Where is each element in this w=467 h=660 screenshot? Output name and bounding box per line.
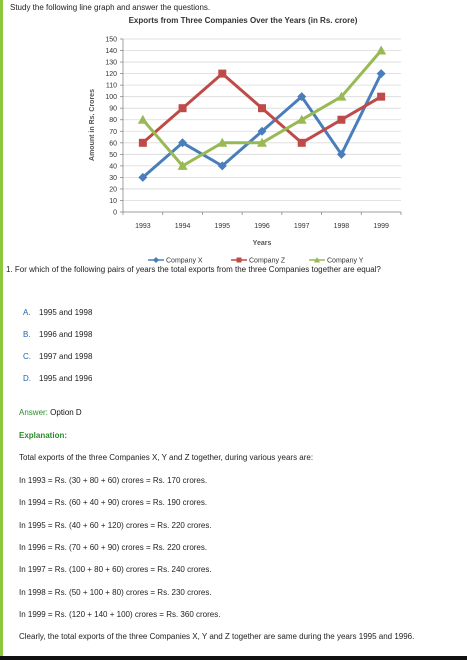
data-point-company-y [217,137,228,147]
explanation-conclusion: Clearly, the total exports of the three … [19,632,415,641]
y-tick-label: 130 [105,60,117,67]
data-point-company-z [178,104,187,113]
x-tick-label: 1999 [373,223,389,230]
legend-label-company-y: Company Y [327,258,364,265]
explanation-heading: Explanation: [19,431,68,440]
y-tick-label: 100 [105,94,117,101]
y-tick-label: 20 [109,186,117,193]
option-a[interactable]: A. 1995 and 1998 [23,308,92,317]
explanation-line: In 1995 = Rs. (40 + 60 + 120) crores = R… [19,521,212,530]
x-tick-label: 1994 [175,223,191,230]
explanation-line: In 1996 = Rs. (70 + 60 + 90) crores = Rs… [19,543,208,552]
y-tick-label: 70 [109,129,117,136]
data-point-company-z [138,138,147,147]
data-point-company-z [218,69,227,78]
y-tick-label: 90 [109,106,117,113]
data-point-company-y [296,114,307,124]
x-tick-label: 1998 [334,223,350,230]
option-text: 1997 and 1998 [39,352,93,361]
y-tick-label: 10 [109,198,117,205]
data-point-company-y [177,160,188,170]
legend-label-company-z: Company Z [249,258,286,265]
line-chart: Exports from Three Companies Over the Ye… [89,16,402,265]
data-point-company-x [217,161,227,171]
y-tick-label: 110 [106,83,117,90]
data-point-company-x [178,138,188,148]
question-text: For which of the following pairs of year… [14,265,381,274]
explanation-line: In 1999 = Rs. (120 + 140 + 100) crores =… [19,610,221,619]
data-point-company-z [297,138,306,147]
x-tick-label: 1995 [214,223,230,230]
y-tick-label: 60 [109,140,117,147]
explanation-intro: Total exports of the three Companies X, … [19,453,314,462]
explanation-line: In 1993 = Rs. (30 + 80 + 60) crores = Rs… [19,476,208,485]
option-text: 1996 and 1998 [39,330,93,339]
x-tick-label: 1997 [294,223,310,230]
option-letter: B. [23,330,31,339]
data-point-company-y [137,114,148,124]
y-tick-label: 0 [113,210,117,217]
option-text: 1995 and 1998 [39,308,93,317]
data-point-company-x [336,149,346,159]
option-text: 1995 and 1996 [39,374,93,383]
data-point-company-y [257,137,267,147]
data-point-company-z [258,104,266,113]
option-letter: C. [23,352,31,361]
data-point-company-x [257,126,267,136]
explanation-line: In 1997 = Rs. (100 + 80 + 60) crores = R… [19,565,212,574]
option-c[interactable]: C. 1997 and 1998 [23,352,92,361]
y-tick-label: 150 [105,37,117,44]
y-tick-label: 50 [109,152,117,159]
x-tick-label: 1996 [254,223,270,230]
answer: Answer: Option D [19,408,82,417]
answer-label: Answer: [19,408,48,417]
y-axis-label: Amount in Rs. Crores [89,89,96,161]
instruction-text: Study the following line graph and answe… [10,3,211,12]
data-point-company-y [336,91,347,101]
legend-marker-company-x [153,257,159,263]
explanation-line: In 1994 = Rs. (60 + 40 + 90) crores = Rs… [19,498,208,507]
y-tick-label: 140 [105,48,117,55]
option-letter: D. [23,374,31,383]
question: 1. For which of the following pairs of y… [6,265,381,274]
explanation-line: In 1998 = Rs. (50 + 100 + 80) crores = R… [19,588,212,597]
data-point-company-x [138,172,148,182]
y-tick-label: 30 [109,175,117,182]
answer-value: Option D [50,408,82,417]
data-point-company-y [376,45,387,55]
option-d[interactable]: D. 1995 and 1996 [23,374,92,383]
data-point-company-z [337,115,346,124]
y-tick-label: 120 [105,71,117,78]
x-axis-label: Years [253,240,272,247]
data-point-company-z [377,92,386,101]
question-number: 1. [6,265,13,274]
option-b[interactable]: B. 1996 and 1998 [23,330,92,339]
y-tick-label: 80 [109,117,117,124]
x-tick-label: 1993 [135,223,151,230]
legend-label-company-x: Company X [166,258,203,265]
data-point-company-x [376,69,386,79]
legend-marker-company-y [314,257,320,263]
bottom-bar [0,656,467,660]
data-point-company-x [297,92,307,102]
y-tick-label: 40 [109,163,117,170]
chart-title: Exports from Three Companies Over the Ye… [129,16,358,25]
option-letter: A. [23,308,31,317]
legend-marker-company-z [236,257,242,263]
